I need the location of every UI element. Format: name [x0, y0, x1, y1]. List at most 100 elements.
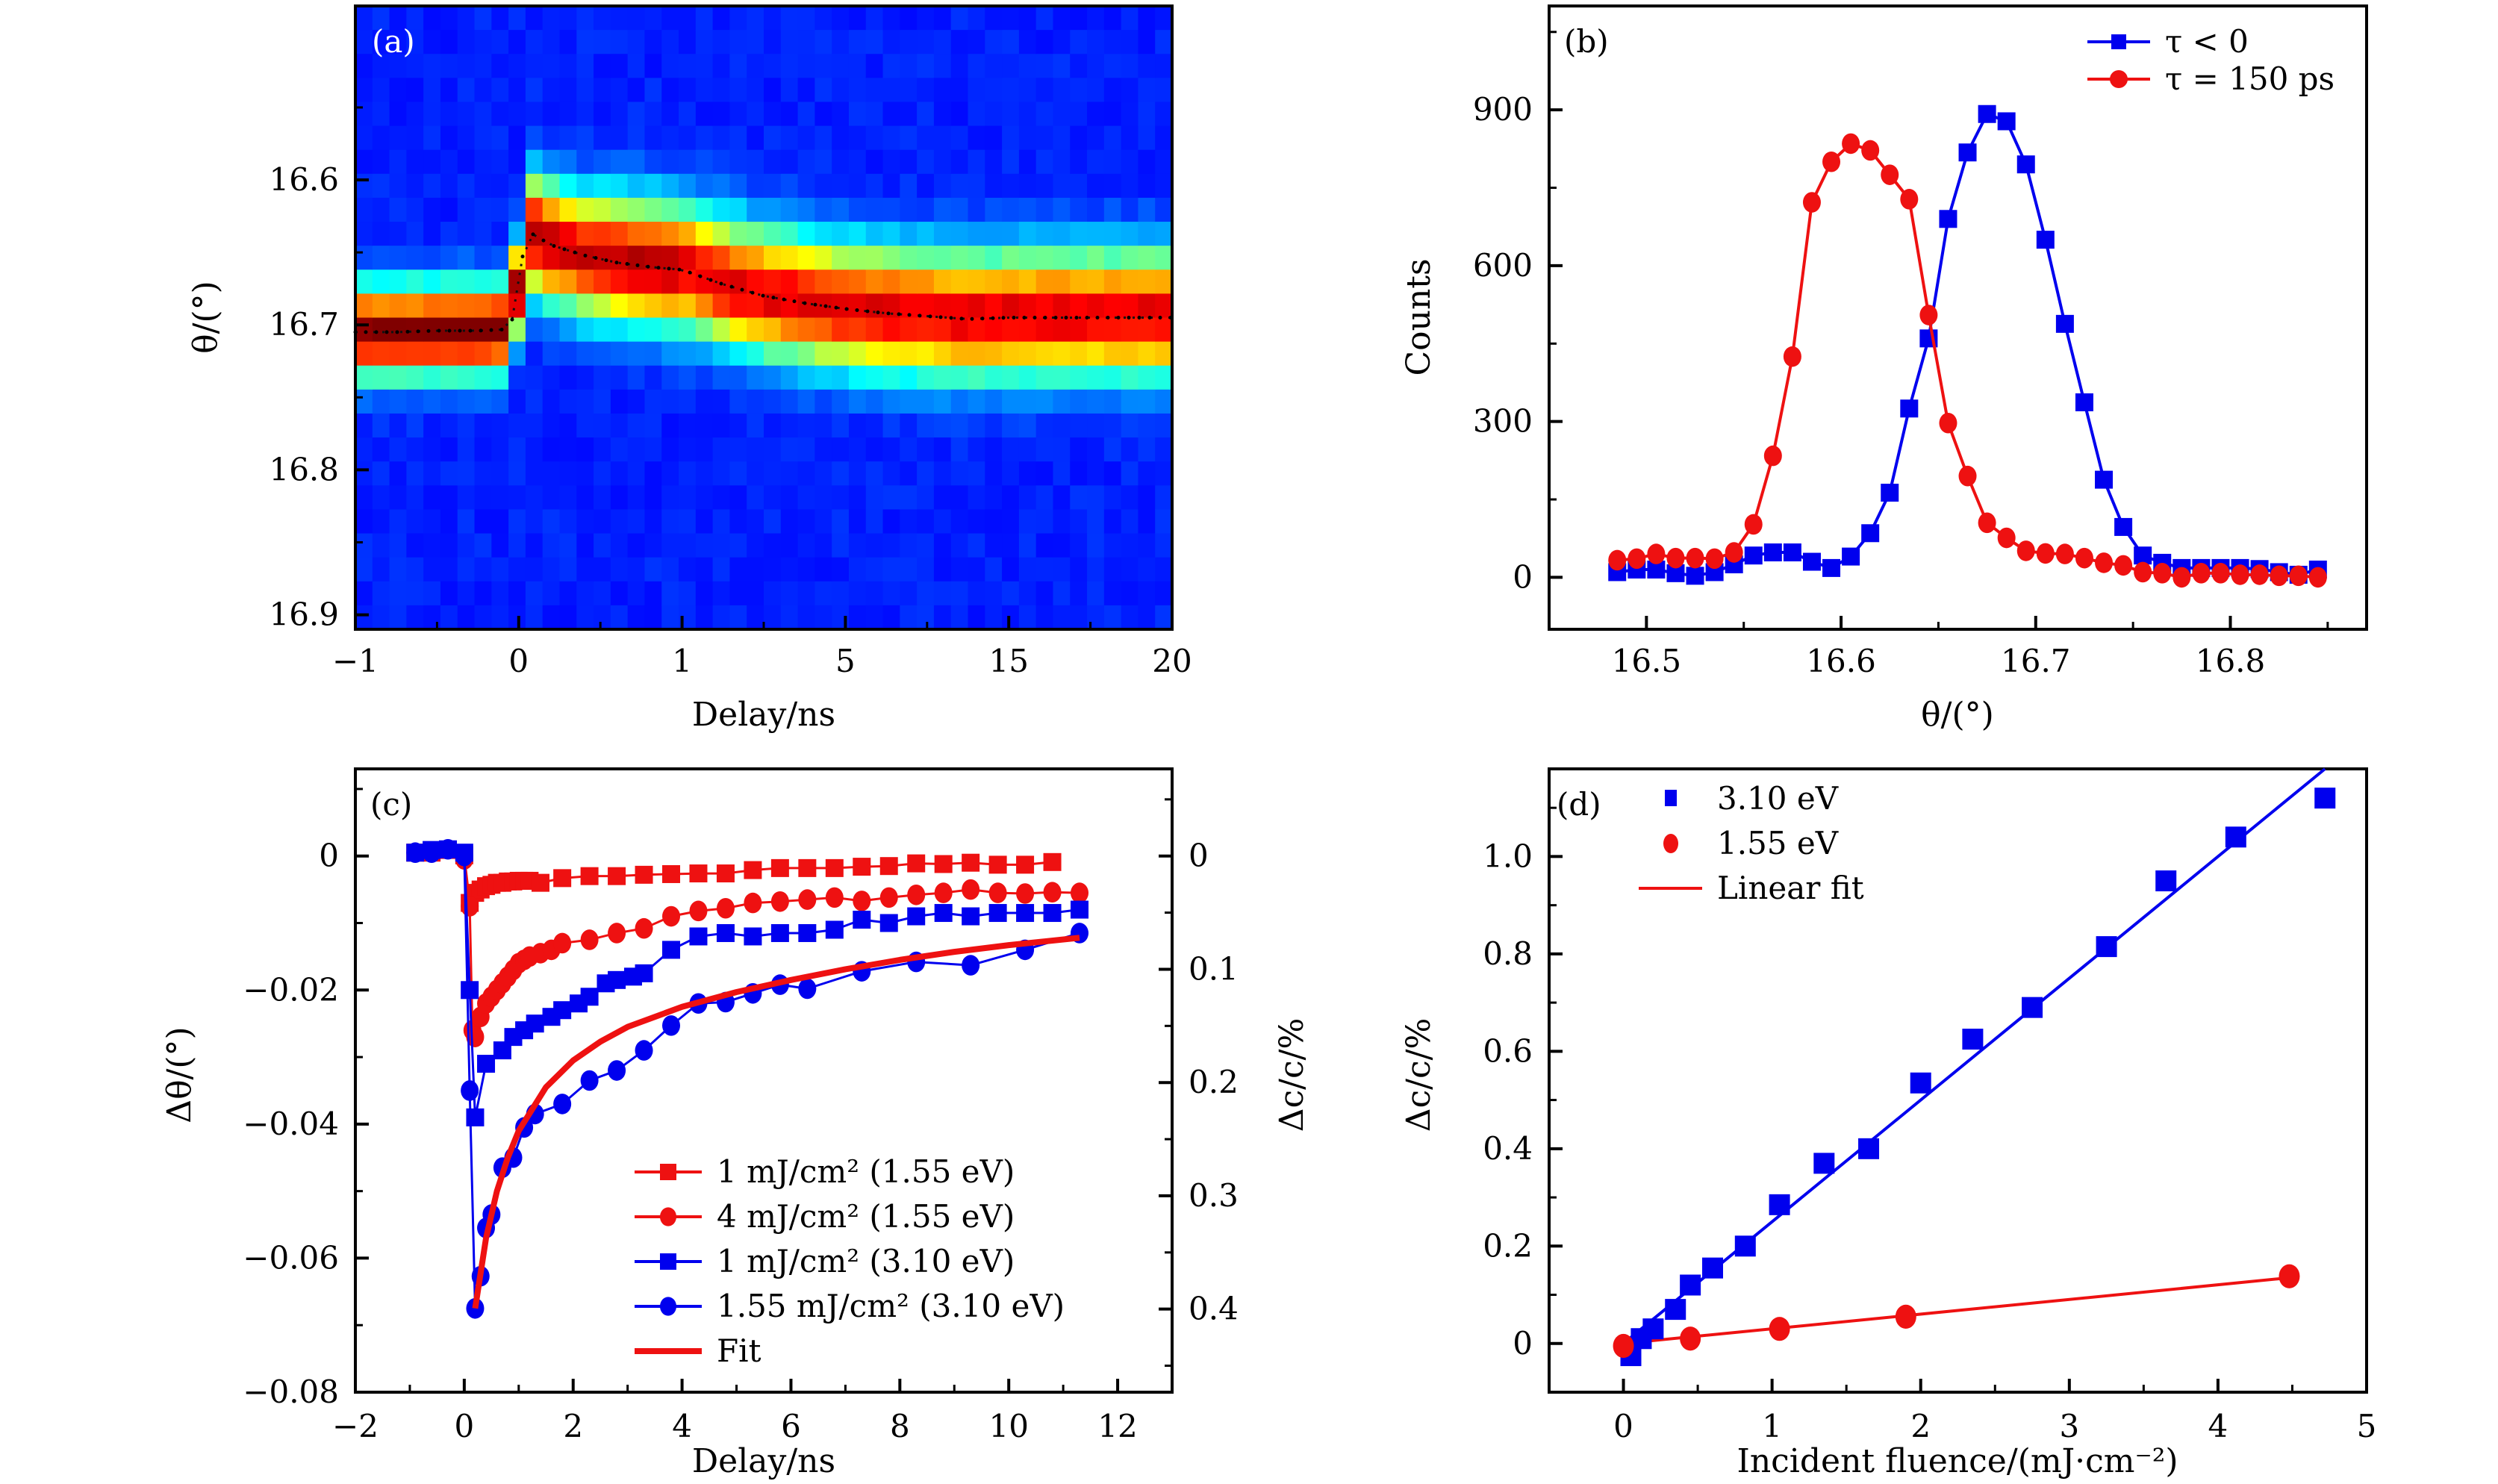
heatmap-cell: [865, 269, 884, 294]
heatmap-cell: [440, 102, 458, 127]
heatmap-cell: [679, 461, 697, 486]
heatmap-cell: [729, 509, 747, 534]
heatmap-cell: [900, 197, 918, 222]
heatmap-cell: [1002, 437, 1020, 462]
heatmap-cell: [729, 102, 747, 127]
heatmap-cell: [559, 317, 577, 343]
heatmap-cell: [764, 197, 782, 222]
heatmap-cell: [695, 317, 714, 343]
heatmap-cell: [1155, 54, 1173, 78]
heatmap-cell: [355, 485, 373, 511]
heatmap-cell: [1155, 605, 1173, 630]
heatmap-cell: [355, 509, 373, 534]
heatmap-cell: [1002, 102, 1020, 127]
data-point: [2250, 564, 2269, 585]
heatmap-cell: [917, 6, 935, 31]
heatmap-cell: [865, 485, 884, 511]
heatmap-cell: [594, 6, 611, 31]
heatmap-cell: [525, 78, 543, 103]
heatmap-cell: [644, 341, 662, 367]
panel-label: (a): [372, 23, 415, 60]
heatmap-cell: [491, 437, 509, 462]
heatmap-cell: [594, 581, 611, 606]
heatmap-cell: [832, 54, 850, 78]
heatmap-cell: [832, 246, 850, 270]
heatmap-cell: [594, 102, 611, 127]
heatmap-cell: [389, 437, 407, 462]
heatmap-cell: [780, 461, 799, 486]
heatmap-cell: [627, 293, 646, 319]
heatmap-cell: [644, 317, 662, 343]
x-axis-ticks: −1 0 1 5 15 20: [332, 616, 1192, 679]
heatmap-cell: [950, 197, 969, 222]
heatmap-cell: [712, 222, 731, 246]
heatmap-cell: [525, 485, 543, 511]
heatmap-cell: [900, 78, 918, 103]
heatmap-cell: [474, 461, 492, 486]
data-point: [2096, 936, 2117, 958]
heatmap-cell: [576, 6, 594, 31]
heatmap-cell: [712, 149, 731, 175]
y-tick-label: 0.8: [1483, 935, 1533, 972]
heatmap-cell: [1035, 581, 1054, 606]
heatmap-cell: [882, 605, 900, 630]
data-point: [689, 927, 708, 946]
heatmap-cell: [610, 413, 629, 438]
data-point: [608, 923, 626, 944]
heatmap-cell: [832, 557, 850, 582]
heatmap-cell: [610, 461, 629, 486]
heatmap-cell: [865, 222, 884, 246]
heatmap-cell: [406, 102, 424, 127]
heatmap-cell: [1018, 30, 1037, 54]
heatmap-cell: [968, 389, 985, 414]
heatmap-cell: [576, 413, 594, 438]
heatmap-cell: [1002, 54, 1020, 78]
legend-marker: [660, 1297, 676, 1316]
heatmap-cell: [644, 54, 662, 78]
heatmap-cell: [1035, 389, 1054, 414]
heatmap-cell: [525, 509, 543, 534]
heatmap-cell: [679, 197, 697, 222]
data-point: [580, 929, 599, 950]
heatmap-cell: [832, 581, 850, 606]
heatmap-cell: [933, 461, 952, 486]
data-point: [466, 1108, 485, 1126]
heatmap-cell: [679, 6, 697, 31]
heatmap-cell: [933, 6, 952, 31]
heatmap-cell: [627, 461, 646, 486]
heatmap-cell: [815, 102, 832, 127]
heatmap-cell: [1070, 197, 1088, 222]
heatmap-cell: [797, 125, 815, 151]
heatmap-cell: [542, 6, 561, 31]
heatmap-cell: [1018, 102, 1037, 127]
heatmap-cell: [576, 78, 594, 103]
x-tick-label: 1: [1762, 1408, 1782, 1444]
data-point: [1702, 1257, 1723, 1279]
heatmap-cell: [423, 125, 441, 151]
heatmap-cell: [1138, 485, 1156, 511]
heatmap-cell: [968, 222, 985, 246]
data-point: [1958, 465, 1977, 487]
heatmap-cell: [747, 102, 764, 127]
heatmap-cell: [1002, 581, 1020, 606]
heatmap-cell: [1138, 413, 1156, 438]
data-point: [1962, 1029, 1984, 1050]
heatmap-cell: [423, 269, 441, 294]
heatmap-cell: [780, 437, 799, 462]
heatmap-cell: [848, 222, 867, 246]
heatmap-cell: [644, 485, 662, 511]
heatmap-cell: [576, 317, 594, 343]
heatmap-cell: [355, 173, 373, 199]
heatmap-cell: [848, 557, 867, 582]
data-point: [662, 941, 681, 959]
heatmap-cell: [815, 557, 832, 582]
heatmap-cell: [610, 222, 629, 246]
data-point: [934, 904, 953, 923]
heatmap-cell: [900, 246, 918, 270]
heatmap-cell: [542, 30, 561, 54]
data-point: [1686, 547, 1704, 569]
heatmap-cell: [1053, 102, 1071, 127]
heatmap-cell: [610, 509, 629, 534]
heatmap-cell: [933, 149, 952, 175]
heatmap-cell: [508, 6, 526, 31]
